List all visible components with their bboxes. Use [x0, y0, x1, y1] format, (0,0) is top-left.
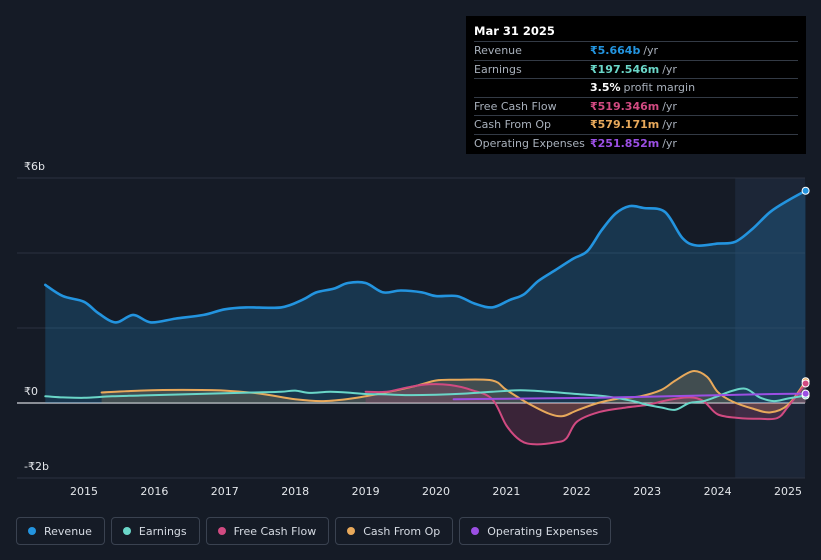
legend-label: Earnings — [138, 524, 187, 538]
free-cash-flow-end-point — [801, 379, 810, 388]
x-tick-label: 2024 — [704, 485, 732, 498]
x-tick-label: 2016 — [140, 485, 168, 498]
legend-dot-icon — [122, 527, 131, 535]
tooltip-row: Cash From Op ₹579.171m/yr — [474, 115, 798, 134]
y-tick-label: -₹2b — [24, 460, 49, 473]
tooltip-row: Earnings ₹197.546m/yr — [474, 59, 798, 79]
revenue-area — [45, 190, 806, 403]
tooltip-row: Operating Expenses ₹251.852m/yr — [474, 133, 798, 153]
operating-expenses-line — [452, 392, 807, 401]
legend-item-revenue[interactable]: Revenue — [16, 517, 105, 545]
legend-label: Cash From Op — [363, 524, 441, 538]
legend-label: Operating Expenses — [487, 524, 599, 538]
y-tick-label: ₹6b — [24, 160, 45, 173]
tooltip-row-value: 3.5% — [590, 81, 621, 95]
tooltip: Mar 31 2025 Revenue ₹5.664b/yr Earnings ₹19… — [466, 16, 806, 154]
tooltip-row-unit: profit margin — [623, 81, 696, 95]
tooltip-row: Revenue ₹5.664b/yr — [474, 41, 798, 60]
legend-dot-icon — [217, 527, 226, 535]
x-tick-label: 2025 — [774, 485, 802, 498]
legend: Revenue Earnings Free Cash Flow Cash From O… — [16, 517, 617, 545]
tooltip-date: Mar 31 2025 — [474, 24, 555, 38]
x-tick-label: 2018 — [281, 485, 309, 498]
tooltip-row-label: Free Cash Flow — [474, 99, 557, 113]
tooltip-row-value: ₹5.664b — [590, 44, 641, 58]
tooltip-row-label: Operating Expenses — [474, 136, 585, 150]
legend-dot-icon — [28, 527, 36, 535]
tooltip-row-unit: /yr — [662, 136, 677, 150]
tooltip-row-unit: /yr — [662, 99, 677, 113]
revenue-end-point — [801, 186, 810, 195]
x-tick-label: 2021 — [492, 485, 520, 498]
tooltip-row-unit: /yr — [662, 62, 677, 76]
legend-dot-icon — [347, 527, 356, 535]
x-tick-label: 2020 — [422, 485, 450, 498]
earnings-line — [44, 387, 807, 411]
tooltip-row-value: ₹579.171m — [590, 118, 660, 132]
tooltip-row-unit: /yr — [662, 118, 677, 132]
y-tick-label: ₹0 — [24, 385, 38, 398]
revenue-line — [44, 189, 807, 324]
tooltip-row-label: Earnings — [474, 62, 522, 76]
tooltip-row-value: ₹519.346m — [590, 99, 660, 113]
free-cash-flow-line — [364, 382, 807, 446]
legend-label: Free Cash Flow — [233, 524, 317, 538]
tooltip-row-label: Cash From Op — [474, 118, 552, 132]
x-tick-label: 2022 — [563, 485, 591, 498]
legend-label: Revenue — [44, 524, 92, 538]
tooltip-row-value: ₹251.852m — [590, 136, 660, 150]
tooltip-row-unit: /yr — [643, 44, 659, 58]
tooltip-row-value: ₹197.546m — [590, 62, 660, 76]
legend-item-operating-expenses[interactable]: Operating Expenses — [459, 517, 612, 545]
x-tick-label: 2015 — [70, 485, 98, 498]
cash-from-op-line — [100, 370, 807, 418]
operating-expenses-end-point — [801, 389, 810, 398]
x-tick-label: 2019 — [352, 485, 380, 498]
tooltip-row: 3.5% profit margin — [474, 78, 798, 97]
x-tick-label: 2017 — [211, 485, 239, 498]
tooltip-row: Free Cash Flow ₹519.346m/yr — [474, 96, 798, 116]
x-tick-label: 2023 — [633, 485, 661, 498]
legend-item-cash-from-op[interactable]: Cash From Op — [335, 517, 454, 545]
legend-item-earnings[interactable]: Earnings — [110, 517, 200, 545]
tooltip-row-label: Revenue — [474, 44, 522, 58]
legend-dot-icon — [471, 527, 480, 535]
legend-item-free-cash-flow[interactable]: Free Cash Flow — [205, 517, 330, 545]
